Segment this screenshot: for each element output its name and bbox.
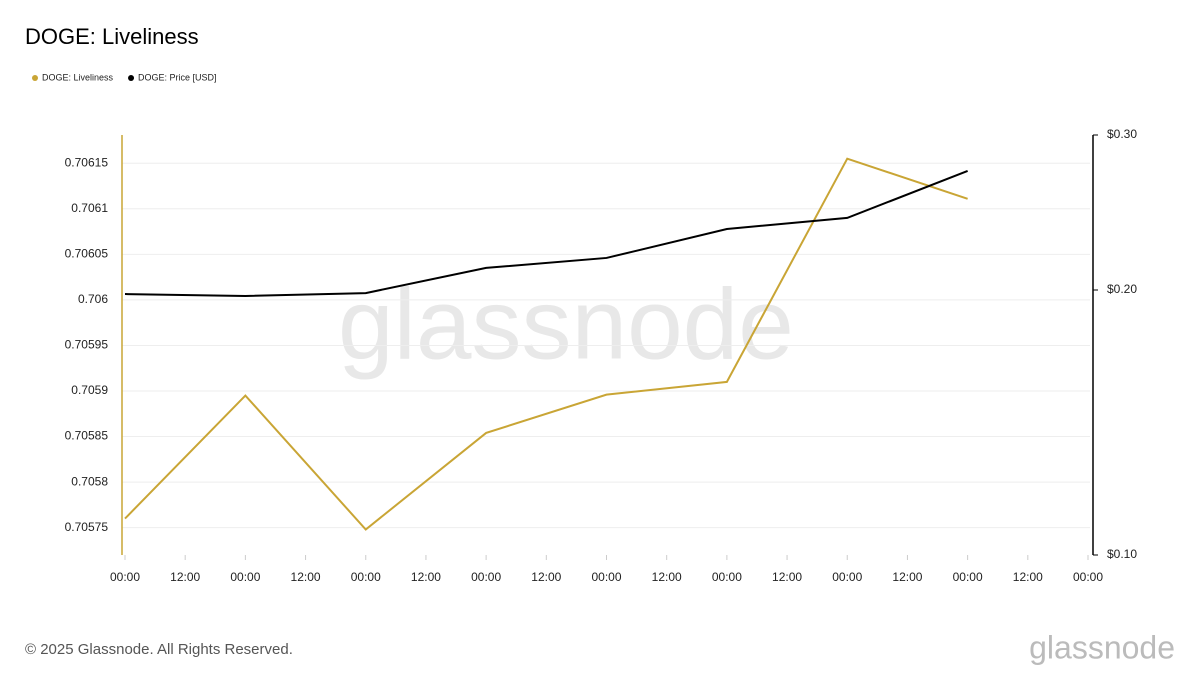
footer: © 2025 Glassnode. All Rights Reserved.	[25, 641, 293, 658]
x-tick-label: 00:00	[230, 570, 260, 584]
y-tick-label: 0.70575	[65, 520, 109, 534]
logo: glassnode	[1029, 629, 1175, 665]
x-tick-label: 00:00	[953, 570, 983, 584]
legend-label: DOGE: Price [USD]	[138, 72, 217, 82]
x-tick-label: 00:00	[832, 570, 862, 584]
y-tick-label: 0.70585	[65, 429, 109, 443]
y-tick-label: 0.70595	[65, 338, 109, 352]
y-tick-label: 0.7059	[71, 383, 108, 397]
y-tick-label: 0.7058	[71, 474, 108, 488]
y-tick-label: 0.70605	[65, 247, 109, 261]
legend-marker	[32, 75, 38, 81]
x-tick-label: 12:00	[892, 570, 922, 584]
y-tick-label: 0.706	[78, 292, 108, 306]
x-tick-label: 00:00	[351, 570, 381, 584]
y-tick-label: 0.7061	[71, 201, 108, 215]
x-tick-label: 12:00	[411, 570, 441, 584]
x-tick-label: 00:00	[110, 570, 140, 584]
y2-tick-label: $0.10	[1107, 547, 1137, 561]
y2-tick-label: $0.20	[1107, 282, 1137, 296]
y2-tick-label: $0.30	[1107, 127, 1137, 141]
x-tick-label: 12:00	[531, 570, 561, 584]
x-tick-label: 12:00	[291, 570, 321, 584]
x-tick-label: 00:00	[712, 570, 742, 584]
legend-marker	[128, 75, 135, 81]
chart-title: DOGE: Liveliness	[25, 24, 199, 49]
x-tick-label: 12:00	[170, 570, 200, 584]
watermark: glassnode	[338, 268, 794, 380]
series-line	[124, 169, 968, 297]
x-tick-label: 00:00	[1073, 570, 1103, 584]
x-tick-label: 12:00	[1013, 570, 1043, 584]
x-tick-label: 00:00	[471, 570, 501, 584]
x-tick-label: 12:00	[652, 570, 682, 584]
series-line	[124, 157, 968, 531]
y-tick-label: 0.70615	[65, 155, 109, 169]
x-tick-label: 12:00	[772, 570, 802, 584]
legend-label: DOGE: Liveliness	[42, 72, 114, 82]
x-tick-label: 00:00	[591, 570, 621, 584]
